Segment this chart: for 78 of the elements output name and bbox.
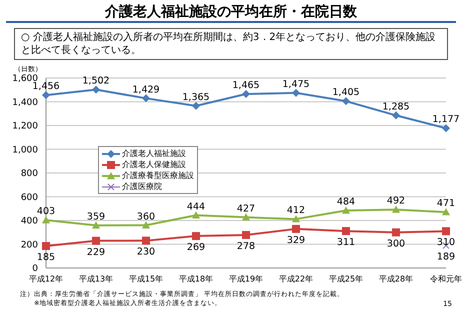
point <box>42 91 50 100</box>
point <box>192 232 200 240</box>
point <box>42 216 50 224</box>
legend-label: 介護老人福祉施設 <box>122 148 186 159</box>
x-tick-label: 平成28年 <box>378 274 414 284</box>
y-tick-label: 0 <box>32 264 38 274</box>
data-label: 360 <box>136 211 156 222</box>
x-tick-label: 平成25年 <box>328 274 364 284</box>
point <box>92 221 100 229</box>
point <box>242 90 250 98</box>
point <box>442 227 450 236</box>
data-label: 427 <box>236 203 256 214</box>
data-label: 1,177 <box>432 114 460 126</box>
legend-label: 介護療養型医療施設 <box>122 170 194 181</box>
point <box>292 215 300 222</box>
data-label: 185 <box>36 252 56 264</box>
data-label: 492 <box>386 196 406 207</box>
data-label: 1,502 <box>82 76 110 87</box>
data-label: 1,285 <box>382 101 410 112</box>
point <box>142 94 150 102</box>
y-tick-label: 1,200 <box>12 122 38 132</box>
data-label: 329 <box>286 234 306 246</box>
data-label: 1,405 <box>332 87 360 98</box>
x-tick-label: 平成13年 <box>78 274 114 284</box>
point <box>242 213 250 220</box>
data-label: 1,365 <box>182 92 210 103</box>
data-label: 300 <box>386 238 406 250</box>
point <box>392 111 400 120</box>
data-label: 1,456 <box>32 81 60 92</box>
point <box>192 211 200 218</box>
data-label: 471 <box>436 198 456 210</box>
y-tick-label: 600 <box>20 192 38 203</box>
data-label: 403 <box>36 206 56 218</box>
point <box>342 227 350 236</box>
point <box>392 228 400 236</box>
y-tick-label: 400 <box>20 216 38 227</box>
data-label: 1,429 <box>132 84 160 96</box>
x-tick-label: 令和元年 <box>430 274 462 284</box>
data-label: 229 <box>86 246 106 258</box>
x-tick-label: 平成12年 <box>28 274 64 284</box>
data-label: 1,475 <box>282 78 310 90</box>
legend-label: 介護老人保健施設 <box>122 159 186 170</box>
data-label: 444 <box>186 201 206 212</box>
point <box>142 236 150 245</box>
data-label: 269 <box>186 242 206 254</box>
data-label: 359 <box>86 211 106 222</box>
legend-label: 介護医療院 <box>122 181 162 192</box>
point <box>42 242 50 250</box>
point <box>92 236 100 245</box>
data-label: 189 <box>436 252 456 263</box>
data-label: 1,465 <box>232 80 260 92</box>
data-label: 310 <box>436 237 456 248</box>
data-label: 278 <box>236 240 256 252</box>
data-label: 412 <box>286 205 306 216</box>
point <box>292 224 300 233</box>
point <box>292 88 300 97</box>
x-tick-label: 平成15年 <box>128 274 164 284</box>
x-tick-label: 平成19年 <box>228 274 264 284</box>
x-tick-label: 平成18年 <box>178 274 214 284</box>
chart-subtitle: ○ 介護老人福祉施設の入所者の平均在所期間は、約3．2年となっており、他の介護保険施設と比べて長くなっている。 <box>14 28 448 60</box>
point <box>342 206 350 214</box>
point <box>92 86 100 94</box>
x-tick-label: 平成22年 <box>278 274 314 284</box>
data-label: 311 <box>336 237 356 248</box>
data-label: 484 <box>336 196 356 208</box>
point <box>342 97 350 106</box>
y-tick-label: 800 <box>20 169 38 180</box>
chart-title: 介護老人福祉施設の平均在所・在院日数 <box>6 0 456 23</box>
point <box>142 221 150 228</box>
data-label: 230 <box>136 246 156 258</box>
y-tick-label: 1,400 <box>12 98 38 108</box>
point <box>192 102 200 110</box>
y-tick-label: 200 <box>20 240 38 250</box>
y-tick-label: 1,000 <box>12 145 38 156</box>
point <box>242 230 250 239</box>
point <box>442 124 450 132</box>
point <box>392 206 400 213</box>
point <box>442 208 450 216</box>
